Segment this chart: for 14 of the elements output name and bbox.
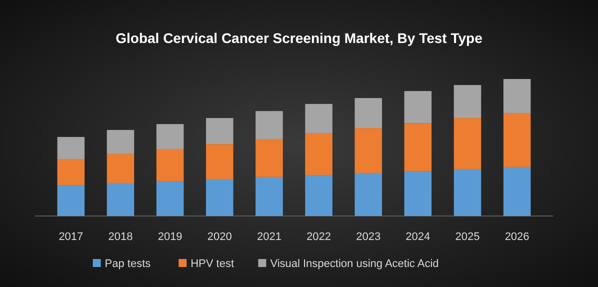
legend-label: Visual Inspection using Acetic Acid [270, 258, 439, 270]
x-tick-label: 2024 [406, 231, 430, 243]
x-tick-label: 2026 [504, 231, 530, 243]
legend-label: HPV test [190, 258, 234, 270]
x-tick-label: 2025 [455, 231, 480, 243]
x-tick-label: 2023 [356, 231, 381, 243]
x-tick-label: 2022 [306, 231, 332, 243]
x-tick-label: 2020 [207, 231, 232, 243]
chart-title: Global Cervical Cancer Screening Market, By Test Type [116, 30, 483, 46]
x-tick-label: 2019 [158, 231, 182, 243]
x-tick-label: 2017 [58, 231, 84, 243]
legend-label: Pap tests [104, 258, 152, 270]
x-tick-label: 2018 [108, 231, 133, 243]
x-tick-label: 2021 [256, 231, 282, 243]
